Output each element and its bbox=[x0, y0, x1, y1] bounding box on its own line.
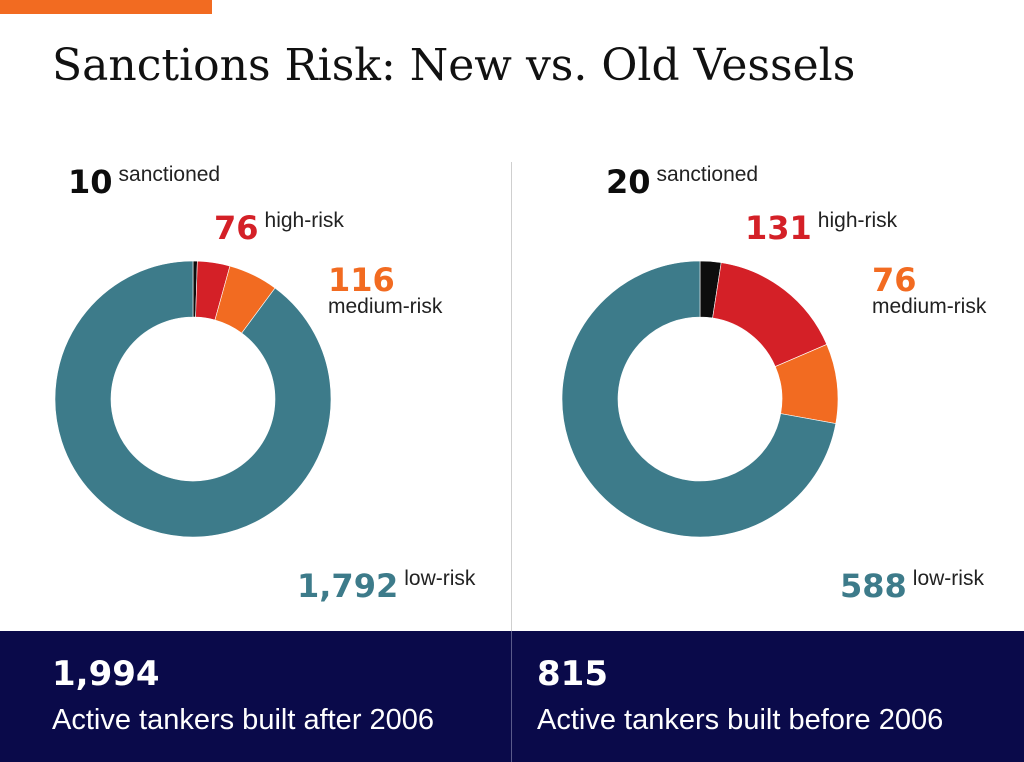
value-medium-risk-old: 76 bbox=[872, 261, 917, 299]
value-low-risk-old: 588 bbox=[840, 567, 907, 605]
label-medium-risk-new: 116 medium-risk bbox=[328, 264, 442, 317]
slice-low-risk bbox=[54, 260, 332, 538]
caption-after-2006: Active tankers built after 2006 bbox=[52, 704, 435, 736]
caption-before-2006: Active tankers built before 2006 bbox=[537, 704, 944, 736]
slice-high-risk bbox=[712, 262, 828, 367]
footer-band bbox=[0, 631, 1024, 762]
label-sanctioned-new: 10 sanctioned bbox=[68, 163, 221, 201]
value-high-risk-new: 76 bbox=[214, 209, 259, 247]
name-medium-risk-old: medium-risk bbox=[872, 295, 987, 318]
value-low-risk-new: 1,792 bbox=[297, 567, 399, 605]
name-high-risk-new: high-risk bbox=[264, 209, 344, 232]
name-sanctioned-old: sanctioned bbox=[656, 163, 759, 186]
value-high-risk-old: 131 bbox=[745, 209, 812, 247]
name-high-risk-old: high-risk bbox=[817, 209, 898, 232]
label-low-risk-new: 1,792 low-risk bbox=[297, 567, 476, 605]
total-before-2006: 815 bbox=[537, 654, 608, 694]
value-medium-risk-new: 116 bbox=[328, 261, 395, 299]
name-sanctioned-new: sanctioned bbox=[118, 163, 221, 186]
total-after-2006: 1,994 bbox=[52, 654, 160, 694]
value-sanctioned-new: 10 bbox=[68, 163, 113, 201]
label-high-risk-new: 76 high-risk bbox=[214, 209, 344, 247]
label-low-risk-old: 588 low-risk bbox=[840, 567, 984, 605]
accent-bar bbox=[0, 0, 212, 14]
label-high-risk-old: 131 high-risk bbox=[745, 209, 898, 247]
name-low-risk-old: low-risk bbox=[912, 567, 984, 590]
label-medium-risk-old: 76 medium-risk bbox=[872, 264, 986, 317]
footer-divider bbox=[511, 631, 512, 762]
label-sanctioned-old: 20 sanctioned bbox=[606, 163, 759, 201]
name-low-risk-new: low-risk bbox=[404, 567, 476, 590]
value-sanctioned-old: 20 bbox=[606, 163, 651, 201]
slice-low-risk bbox=[561, 260, 837, 538]
name-medium-risk-new: medium-risk bbox=[328, 295, 443, 318]
chart-title: Sanctions Risk: New vs. Old Vessels bbox=[52, 40, 856, 91]
panel-divider bbox=[511, 162, 512, 762]
